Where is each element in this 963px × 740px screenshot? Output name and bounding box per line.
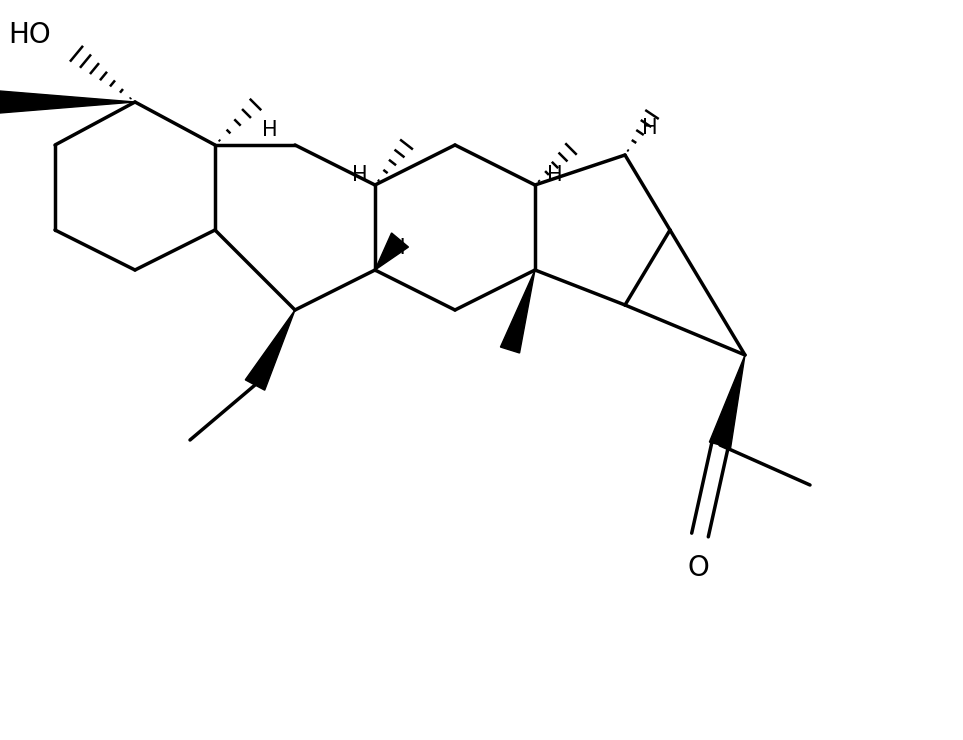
Text: HO: HO bbox=[8, 21, 51, 49]
Text: H: H bbox=[390, 238, 405, 258]
Polygon shape bbox=[710, 355, 745, 448]
Text: H: H bbox=[352, 165, 368, 185]
Text: H: H bbox=[547, 165, 562, 185]
Text: H: H bbox=[262, 120, 277, 140]
Text: H: H bbox=[642, 118, 658, 138]
Polygon shape bbox=[0, 91, 135, 113]
Text: O: O bbox=[688, 554, 709, 582]
Polygon shape bbox=[246, 310, 295, 390]
Polygon shape bbox=[375, 233, 408, 270]
Polygon shape bbox=[501, 270, 535, 353]
